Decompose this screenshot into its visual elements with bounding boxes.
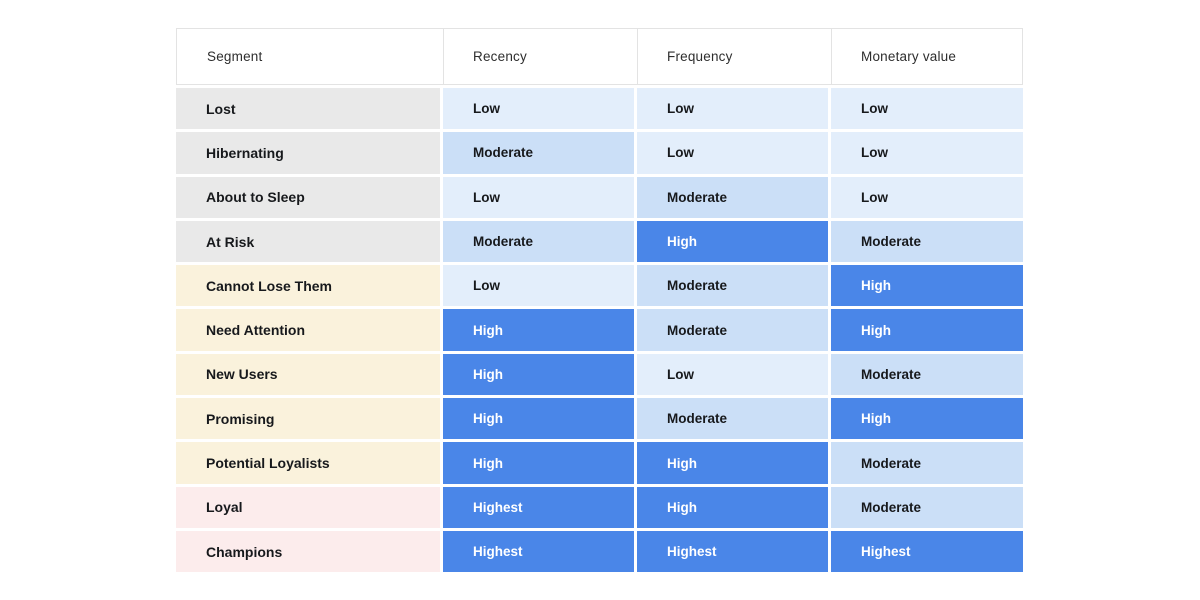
monetary-cell: Moderate (831, 442, 1023, 484)
segment-cell: Hibernating (176, 132, 440, 174)
recency-cell: Highest (443, 530, 634, 573)
recency-cell: Moderate (443, 132, 634, 174)
segment-cell: Need Attention (176, 309, 440, 351)
segment-cell: Lost (176, 88, 440, 130)
segment-cell: Cannot Lose Them (176, 265, 440, 307)
frequency-cell: Low (637, 88, 828, 130)
frequency-cell: Low (637, 353, 828, 396)
recency-cell: High (443, 353, 634, 396)
column-header-segment: Segment (177, 29, 440, 84)
column-header-recency: Recency (443, 29, 634, 84)
segment-cell: Promising (176, 398, 440, 440)
monetary-cell: Moderate (831, 353, 1023, 396)
segment-cell: New Users (176, 353, 440, 396)
segment-cell: At Risk (176, 220, 440, 263)
frequency-cell: Moderate (637, 309, 828, 351)
monetary-cell: Low (831, 88, 1023, 130)
recency-cell: High (443, 442, 634, 484)
frequency-cell: High (637, 442, 828, 484)
frequency-cell: Highest (637, 530, 828, 573)
recency-cell: High (443, 309, 634, 351)
table-header: Segment Recency Frequency Monetary value (176, 28, 1023, 85)
monetary-cell: Low (831, 132, 1023, 174)
frequency-cell: Moderate (637, 398, 828, 440)
frequency-cell: High (637, 220, 828, 263)
monetary-cell: High (831, 309, 1023, 351)
monetary-cell: High (831, 265, 1023, 307)
monetary-cell: High (831, 398, 1023, 440)
table-body: Lost Low Low Low Hibernating Moderate Lo… (176, 88, 1023, 573)
monetary-cell: Moderate (831, 486, 1023, 528)
monetary-cell: Moderate (831, 220, 1023, 263)
column-header-monetary: Monetary value (831, 29, 1021, 84)
segment-cell: Loyal (176, 486, 440, 528)
frequency-cell: Low (637, 132, 828, 174)
column-header-frequency: Frequency (637, 29, 828, 84)
recency-cell: Moderate (443, 220, 634, 263)
monetary-cell: Highest (831, 530, 1023, 573)
rfm-segment-table: Segment Recency Frequency Monetary value… (176, 28, 1023, 573)
segment-cell: Champions (176, 530, 440, 573)
frequency-cell: Moderate (637, 176, 828, 218)
segment-cell: Potential Loyalists (176, 442, 440, 484)
monetary-cell: Low (831, 176, 1023, 218)
recency-cell: Low (443, 176, 634, 218)
recency-cell: Low (443, 88, 634, 130)
frequency-cell: Moderate (637, 265, 828, 307)
segment-cell: About to Sleep (176, 176, 440, 218)
frequency-cell: High (637, 486, 828, 528)
recency-cell: Highest (443, 486, 634, 528)
recency-cell: Low (443, 265, 634, 307)
recency-cell: High (443, 398, 634, 440)
